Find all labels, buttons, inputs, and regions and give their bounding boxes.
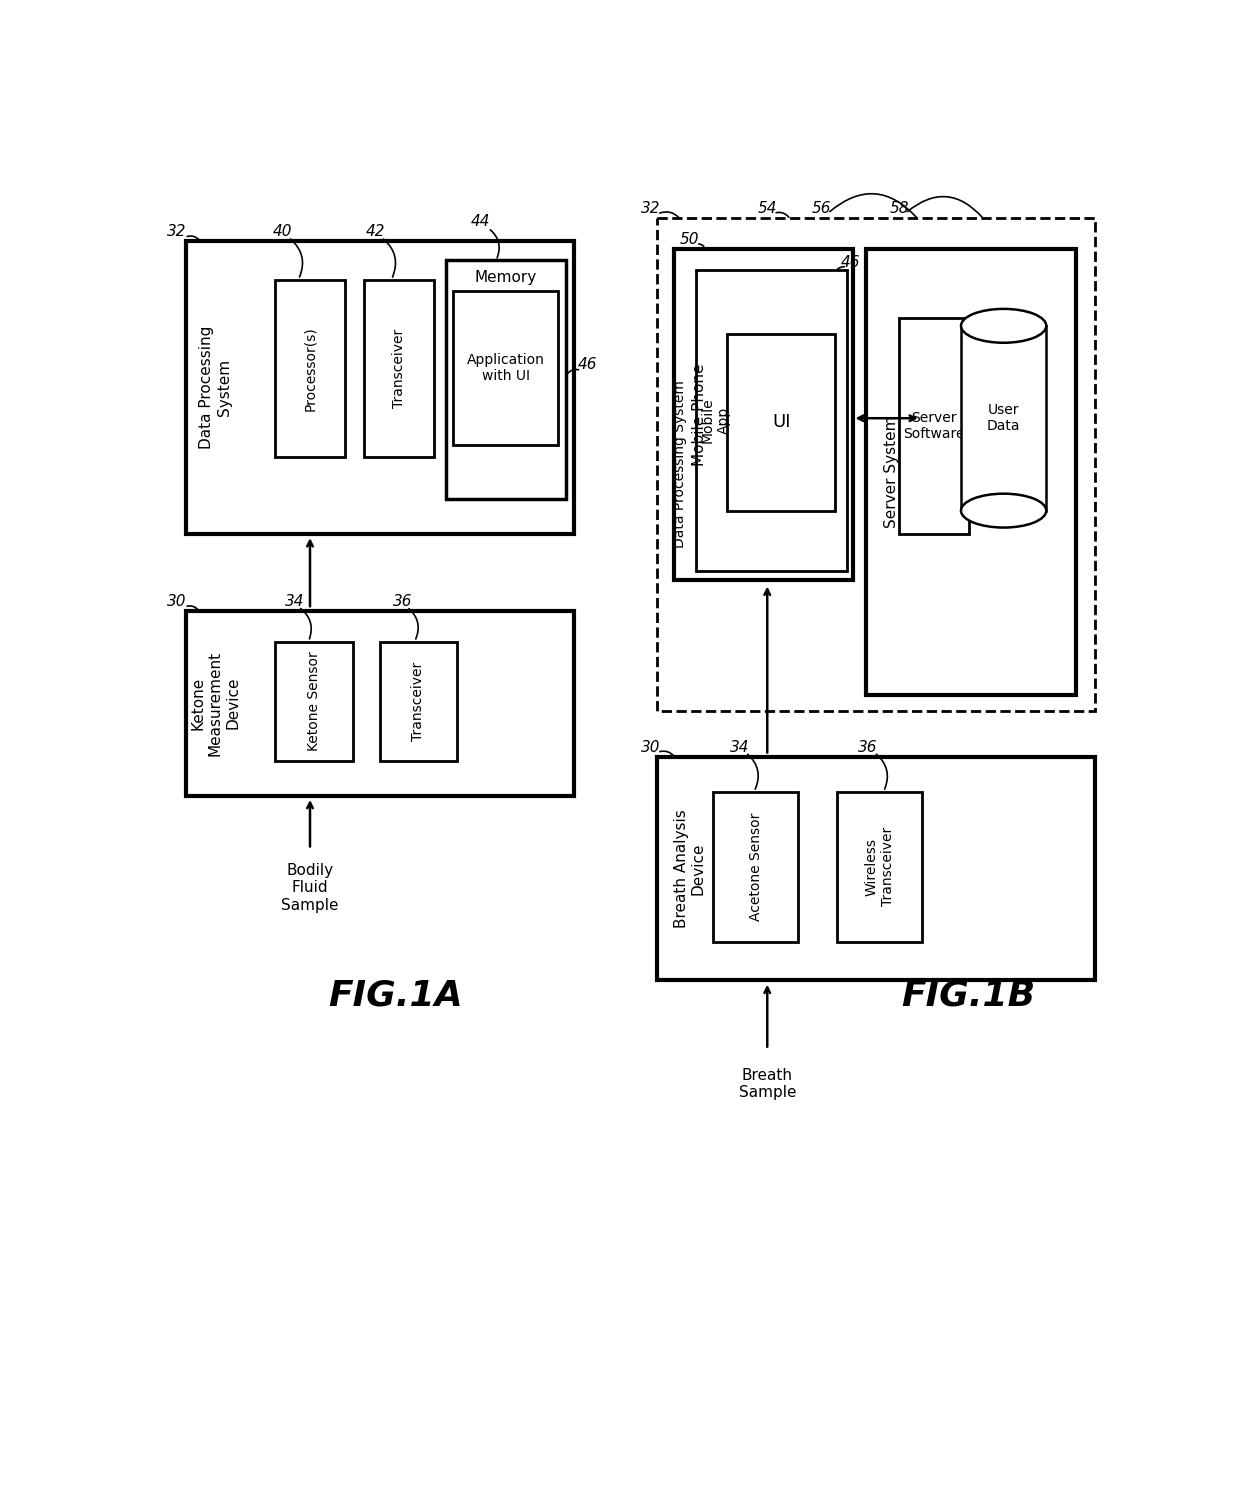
Text: 46: 46 xyxy=(578,358,598,373)
Bar xyxy=(727,334,836,510)
Bar xyxy=(275,642,352,761)
Text: Mobile Phone: Mobile Phone xyxy=(692,364,707,465)
Bar xyxy=(379,642,458,761)
Text: 50: 50 xyxy=(680,232,699,247)
Text: UI: UI xyxy=(773,413,790,431)
Text: 56: 56 xyxy=(812,202,831,217)
Text: 54: 54 xyxy=(758,202,777,217)
Bar xyxy=(365,280,434,456)
Text: 42: 42 xyxy=(366,224,386,239)
Text: 46: 46 xyxy=(841,256,861,271)
Text: Transceiver: Transceiver xyxy=(412,661,425,741)
Bar xyxy=(186,241,573,534)
Text: 30: 30 xyxy=(167,594,186,609)
Bar xyxy=(275,280,345,456)
Text: 32: 32 xyxy=(641,202,661,217)
Text: Processor(s): Processor(s) xyxy=(303,326,317,410)
Text: FIG.1B: FIG.1B xyxy=(901,978,1035,1013)
Text: Data Processing
System: Data Processing System xyxy=(200,326,232,449)
Text: Memory: Memory xyxy=(475,269,537,284)
Text: Server
Software: Server Software xyxy=(903,411,965,441)
Text: Server System: Server System xyxy=(884,416,899,528)
Text: Breath
Sample: Breath Sample xyxy=(739,1068,796,1101)
Text: 36: 36 xyxy=(393,594,413,609)
Text: Data Processing System: Data Processing System xyxy=(673,380,687,549)
Text: Wireless
Transceiver: Wireless Transceiver xyxy=(864,827,895,907)
Text: Acetone Sensor: Acetone Sensor xyxy=(749,812,763,922)
Bar xyxy=(696,271,847,570)
Bar xyxy=(657,218,1095,711)
Ellipse shape xyxy=(961,494,1047,528)
Text: 58: 58 xyxy=(889,202,909,217)
Text: Mobile
App: Mobile App xyxy=(701,398,730,443)
Bar xyxy=(899,319,968,534)
Text: 44: 44 xyxy=(471,214,490,229)
Text: Ketone
Measurement
Device: Ketone Measurement Device xyxy=(191,651,241,755)
Text: 34: 34 xyxy=(285,594,304,609)
Bar xyxy=(713,791,799,942)
Text: Bodily
Fluid
Sample: Bodily Fluid Sample xyxy=(281,863,339,913)
Bar xyxy=(445,260,565,500)
Bar xyxy=(867,248,1076,696)
Text: Application
with UI: Application with UI xyxy=(466,353,544,383)
Text: 40: 40 xyxy=(273,224,293,239)
Text: Ketone Sensor: Ketone Sensor xyxy=(306,651,321,751)
Text: FIG.1A: FIG.1A xyxy=(327,978,463,1013)
Bar xyxy=(961,326,1047,510)
Text: User
Data: User Data xyxy=(987,402,1021,434)
Text: 36: 36 xyxy=(858,741,878,755)
Ellipse shape xyxy=(961,308,1047,343)
Bar xyxy=(186,610,573,796)
Bar xyxy=(657,757,1095,980)
Text: 30: 30 xyxy=(641,741,661,755)
Text: 34: 34 xyxy=(730,741,750,755)
Bar xyxy=(454,292,558,446)
Bar xyxy=(837,791,923,942)
Bar xyxy=(675,248,853,580)
Text: Breath Analysis
Device: Breath Analysis Device xyxy=(673,809,706,928)
Text: Transceiver: Transceiver xyxy=(392,329,407,408)
Text: 32: 32 xyxy=(167,224,186,239)
